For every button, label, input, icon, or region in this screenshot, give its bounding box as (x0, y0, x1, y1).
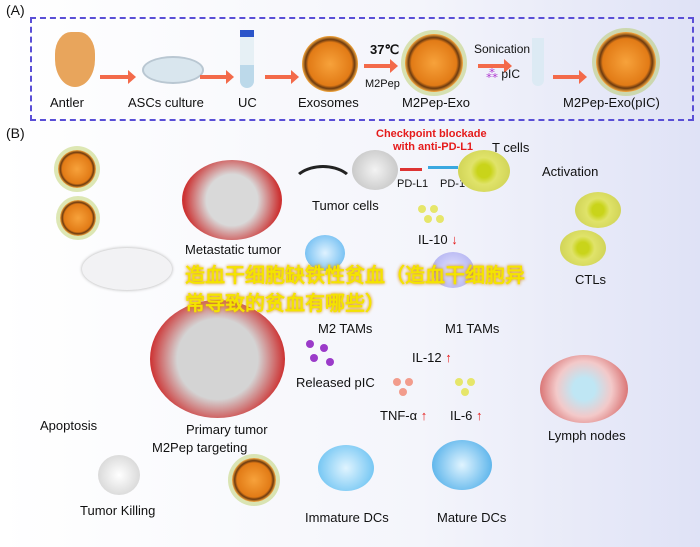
tnf-label: TNF-α ↑ (380, 408, 427, 423)
lymph-nodes-label: Lymph nodes (548, 428, 626, 443)
arrow (265, 70, 299, 84)
panel-b-label: (B) (6, 125, 25, 141)
down-arrow-icon: ↓ (451, 232, 458, 247)
step-uc: UC (238, 95, 257, 110)
m2pep-exo-pic-icon (596, 32, 656, 92)
t-cell-icon (458, 150, 510, 192)
ctls-label: CTLs (575, 272, 607, 287)
tube-icon (240, 30, 254, 88)
dead-tumor-cell-icon (98, 455, 140, 495)
t-cells-label: T cells (492, 140, 530, 155)
m2-tams-label: M2 TAMs (318, 321, 373, 336)
step-m2pep-exo: M2Pep-Exo (402, 95, 470, 110)
il10-label: IL-10 ↓ (418, 232, 458, 247)
ctl-cell-icon (560, 230, 606, 266)
il6-text: IL-6 (450, 408, 473, 423)
pd1-icon (428, 166, 458, 169)
tumor-killing-label: Tumor Killing (80, 503, 156, 518)
exosome-icon (302, 36, 358, 92)
il6-label: IL-6 ↑ (450, 408, 483, 423)
up-arrow-icon: ↑ (476, 408, 483, 423)
peptide-label: M2Pep (365, 78, 400, 90)
released-pic-label: Released pIC (296, 375, 375, 390)
il12-label: IL-12 ↑ (412, 350, 452, 365)
step-ascs-culture: ASCs culture (128, 95, 204, 110)
tumor-cells-label: Tumor cells (312, 198, 379, 213)
apoptosis-label: Apoptosis (40, 418, 98, 433)
mature-dc-icon (432, 440, 492, 490)
primary-tumor-icon (150, 300, 285, 418)
step-exosomes: Exosomes (298, 95, 359, 110)
m1-tams-label: M1 TAMs (445, 321, 500, 336)
il10-text: IL-10 (418, 232, 448, 247)
metastatic-tumor-icon (182, 160, 282, 240)
watermark-text: 造血干细胞缺铁性贫血（造血干细胞异常导致的贫血有哪些） (185, 265, 525, 315)
m1-tam-icon (432, 252, 474, 288)
pic-label: ⁂ pIC (486, 67, 520, 81)
primary-tumor-label: Primary tumor (186, 422, 268, 437)
targeting-nanoparticle-icon (232, 458, 276, 502)
arrow (364, 59, 398, 73)
pd-1-label: PD-1 (440, 178, 466, 190)
temperature-label: 37℃ (370, 42, 400, 57)
immature-dc-icon (318, 445, 374, 491)
lymph-node-icon (540, 355, 628, 423)
arrow (553, 70, 587, 84)
immature-dcs-label: Immature DCs (305, 510, 389, 525)
up-arrow-icon: ↑ (445, 350, 452, 365)
m2pep-exo-icon (405, 34, 463, 92)
antibody-icon (400, 168, 422, 171)
tumor-cell-icon (352, 150, 398, 190)
nanoparticle-icon (60, 200, 96, 236)
deer-icon (55, 32, 95, 87)
mouse-icon (82, 248, 172, 290)
pic-dots-icon: ⁂ (486, 67, 498, 81)
step-antler: Antler (50, 95, 84, 110)
panel-a-box (30, 17, 694, 121)
eppendorf-tube-icon (532, 38, 544, 86)
tnf-text: TNF-α (380, 408, 418, 423)
mature-dcs-label: Mature DCs (437, 510, 507, 525)
arrow-icon (290, 165, 356, 211)
sonication-label: Sonication (474, 42, 531, 56)
checkpoint-label-2: with anti-PD-L1 (393, 141, 474, 153)
checkpoint-label-1: Checkpoint blockade (376, 128, 487, 140)
petri-dish-icon (142, 56, 204, 84)
il12-text: IL-12 (412, 350, 442, 365)
m2pep-targeting-label: M2Pep targeting (152, 440, 248, 455)
pd-l1-label: PD-L1 (397, 178, 429, 190)
nanoparticle-icon (58, 150, 96, 188)
step-m2pep-exo-pic: M2Pep-Exo(pIC) (563, 95, 660, 110)
ctl-cell-icon (575, 192, 621, 228)
activation-label: Activation (542, 164, 599, 179)
m2-tam-icon (305, 235, 345, 271)
arrow (200, 70, 234, 84)
up-arrow-icon: ↑ (420, 408, 428, 423)
arrow (100, 70, 136, 84)
pic-text: pIC (501, 67, 521, 81)
panel-a-label: (A) (6, 2, 25, 18)
metastatic-tumor-label: Metastatic tumor (185, 242, 282, 257)
arrow (478, 59, 512, 73)
